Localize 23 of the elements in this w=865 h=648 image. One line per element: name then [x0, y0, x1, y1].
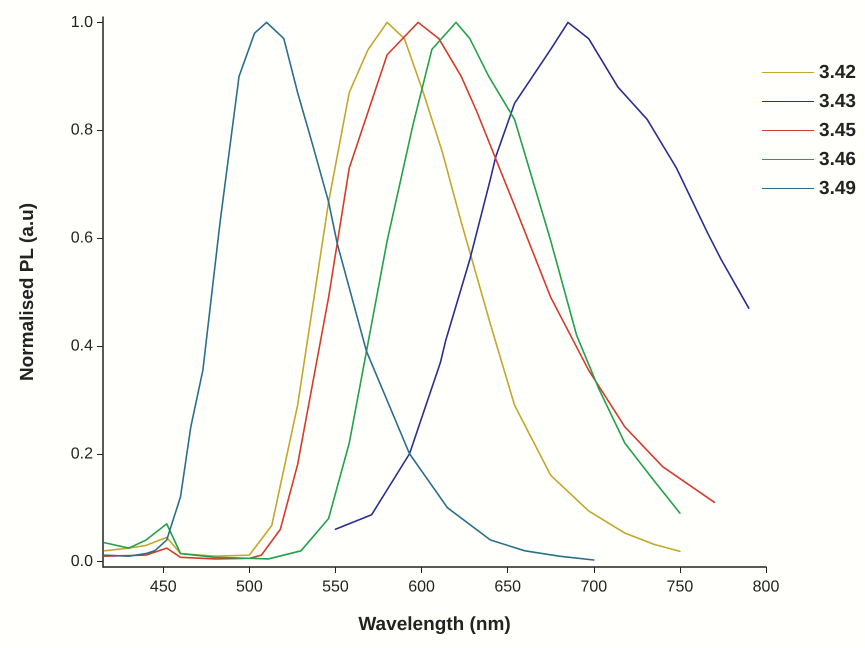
x-tick-label: 750	[666, 578, 694, 596]
y-tick-label: 0.6	[70, 230, 94, 247]
legend-label: 3.45	[819, 120, 856, 141]
x-tick-label: 800	[752, 578, 780, 596]
x-tick-label: 550	[322, 578, 349, 596]
y-tick-label: 0.4	[70, 337, 94, 354]
y-tick-label: 0.0	[70, 553, 94, 570]
line-series	[104, 22, 595, 561]
x-tick-label: 450	[150, 578, 177, 596]
x-tick-label: 650	[494, 578, 522, 596]
legend-label: 3.49	[819, 178, 856, 199]
y-axis-title: Normalised PL (a.u)	[17, 202, 38, 382]
y-tick-label: 0.8	[70, 122, 94, 139]
legend-label: 3.43	[819, 91, 856, 112]
line-series	[334, 22, 750, 530]
x-tick-label: 700	[580, 578, 608, 596]
x-tick-label: 500	[236, 578, 263, 596]
legend-label: 3.46	[819, 149, 856, 170]
legend-label: 3.42	[819, 62, 856, 83]
y-tick-label: 1.0	[70, 14, 94, 31]
x-tick-label: 600	[408, 578, 436, 596]
y-tick-label: 0.2	[70, 445, 94, 462]
x-axis-title: Wavelength (nm)	[358, 614, 511, 635]
